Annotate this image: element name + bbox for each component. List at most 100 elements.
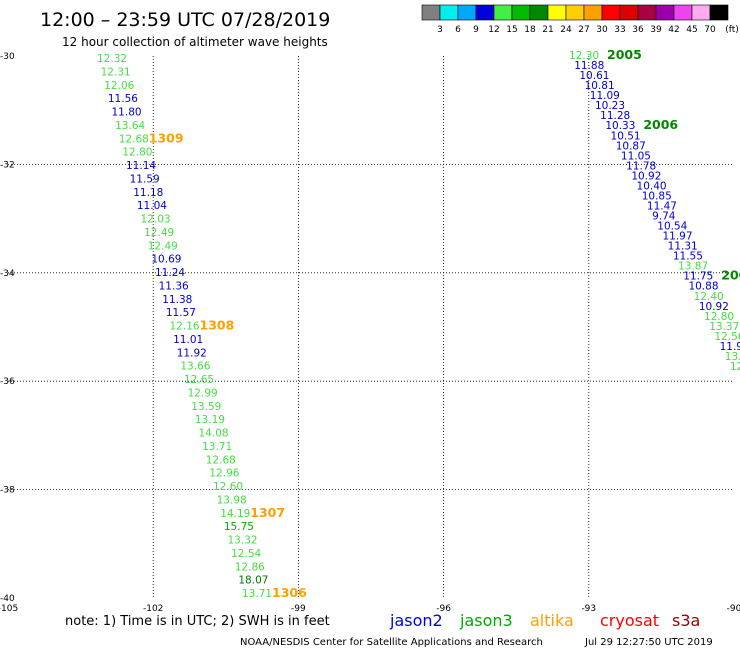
wave-height-value: 12.68 [206, 454, 236, 466]
wave-height-value: 12.54 [231, 548, 261, 560]
pass-time-label: 1308 [200, 318, 235, 333]
wave-height-value: 11.80 [112, 107, 142, 119]
wave-height-value: 12.99 [188, 387, 218, 399]
wave-height-value: 13. [725, 351, 740, 363]
pass-time-label: 2005 [607, 47, 642, 62]
wave-height-value: 10.85 [642, 190, 672, 202]
pass-time-label: 2006 [643, 117, 678, 132]
wave-height-value: 12.16 [170, 321, 200, 333]
colorbar-swatch [493, 4, 513, 21]
wave-height-value: 11.47 [647, 200, 677, 212]
altimeter-tracks: 12.3212.3112.0611.5611.8013.6412.6812.80… [97, 47, 740, 600]
wave-height-value: 14.08 [199, 428, 229, 440]
colorbar-tick-label: 12 [488, 25, 499, 35]
wave-height-value: 15.75 [224, 521, 254, 533]
wave-height-value: 13.32 [228, 535, 258, 547]
satellite-track: 12.3212.3112.0611.5611.8013.6412.6812.80… [97, 53, 307, 600]
wave-height-value: 12.60 [213, 481, 243, 493]
wave-height-value: 10.23 [595, 100, 625, 112]
colorbar-swatch [655, 4, 675, 21]
colorbar-tick-label: 39 [650, 25, 662, 35]
latitude-tick-label: -30 [0, 52, 15, 62]
wave-height-value: 12. [730, 361, 740, 373]
colorbar-swatch [583, 4, 603, 21]
wave-height-value: 13.37 [709, 321, 739, 333]
wave-height-value: 10.61 [579, 70, 609, 82]
wave-height-value: 12.30 [569, 50, 599, 62]
wave-height-value: 10.88 [688, 281, 718, 293]
colorbar-swatch [475, 4, 495, 21]
colorbar-swatch [511, 4, 531, 21]
colorbar-swatch [637, 4, 657, 21]
wave-height-value: 10.51 [611, 130, 641, 142]
wave-height-value: 9.74 [652, 211, 676, 223]
wave-height-value: 10.81 [585, 80, 615, 92]
wave-height-value: 10.40 [637, 180, 667, 192]
latitude-tick-label: -32 [0, 160, 15, 170]
wave-height-value: 11.28 [600, 110, 630, 122]
wave-height-value: 12.49 [144, 227, 174, 239]
wave-height-value: 11.24 [155, 267, 185, 279]
colorbar-swatch [709, 4, 729, 21]
longitude-tick-label: -90 [727, 604, 740, 614]
pass-time-label: 1307 [250, 505, 285, 520]
wave-height-value: 13.71 [202, 441, 232, 453]
map-title: 12:00 – 23:59 UTC 07/28/2019 [40, 9, 330, 31]
colorbar-swatch [439, 4, 459, 21]
pass-time-label: 200 [721, 268, 740, 283]
wave-height-value: 12.40 [694, 291, 724, 303]
wave-height-value: 11.36 [159, 280, 189, 292]
wave-height-value: 12.31 [101, 66, 131, 78]
wave-height-value: 12.68 [119, 133, 149, 145]
wave-height-value: 13.19 [195, 414, 225, 426]
wave-height-value: 12.49 [148, 240, 178, 252]
wave-height-value: 11.55 [673, 251, 703, 263]
wave-height-value: 11.31 [668, 241, 698, 253]
wave-height-value: 11.59 [130, 173, 160, 185]
wave-height-value: 11.38 [162, 294, 192, 306]
wave-height-value: 13.71 [242, 588, 272, 600]
colorbar-swatch [673, 4, 693, 21]
wave-height-value: 11.04 [137, 200, 167, 212]
wave-height-value: 13.66 [180, 361, 210, 373]
credit-text: NOAA/NESDIS Center for Satellite Applica… [240, 637, 543, 648]
colorbar-swatch [421, 4, 441, 21]
wave-height-value: 12.86 [235, 561, 265, 573]
color-scale-bar: 3 6 9 12 15 18 21 24 27 30 33 36 39 42 45 70 (ft) [421, 4, 739, 35]
wave-height-value: 11.14 [126, 160, 156, 172]
colorbar-tick-label: 9 [473, 25, 479, 35]
wave-height-value: 12.80 [704, 311, 734, 323]
wave-height-value: 13.64 [115, 120, 145, 132]
latitude-tick-label: -40 [0, 594, 15, 604]
satellite-legend-cryosat: cryosat [600, 611, 659, 630]
wave-height-value: 11.92 [177, 347, 207, 359]
longitude-tick-label: -105 [0, 604, 18, 614]
colorbar-tick-label: 27 [578, 25, 589, 35]
colorbar-tick-label: 24 [560, 25, 572, 35]
latitude-tick-label: -38 [0, 486, 15, 496]
latitude-tick-label: -34 [0, 269, 15, 279]
pass-time-label: 1309 [149, 130, 184, 145]
wave-height-value: 13.98 [217, 494, 247, 506]
units-note: note: 1) Time is in UTC; 2) SWH is in fe… [65, 614, 330, 629]
wave-height-value: 12.32 [97, 53, 127, 65]
satellite-legend-altika: altika [530, 611, 574, 630]
colorbar-tick-label: 3 [437, 25, 443, 35]
colorbar-unit-label: (ft) [725, 25, 739, 35]
wave-height-value: 10.87 [616, 140, 646, 152]
wave-height-value: 13.59 [191, 401, 221, 413]
colorbar-tick-label: 36 [632, 25, 644, 35]
axis-tick-labels: -105 -102 -99 -96 -93 -90 -30 -32 -34 -36 -38 -40 [0, 52, 740, 614]
wave-height-value: 11.18 [133, 187, 163, 199]
timestamp-text: Jul 29 12:27:50 UTC 2019 [584, 637, 713, 648]
wave-height-value: 11.05 [621, 150, 651, 162]
colorbar-tick-label: 18 [524, 25, 536, 35]
wave-height-value: 13.87 [678, 261, 708, 273]
wave-height-value: 10.92 [699, 301, 729, 313]
colorbar-swatch [691, 4, 711, 21]
satellite-legend: jason2 jason3 altika cryosat s3a [389, 611, 700, 630]
latitude-tick-label: -36 [0, 377, 15, 387]
colorbar-tick-label: 70 [704, 25, 716, 35]
wave-height-value: 11.56 [108, 93, 138, 105]
